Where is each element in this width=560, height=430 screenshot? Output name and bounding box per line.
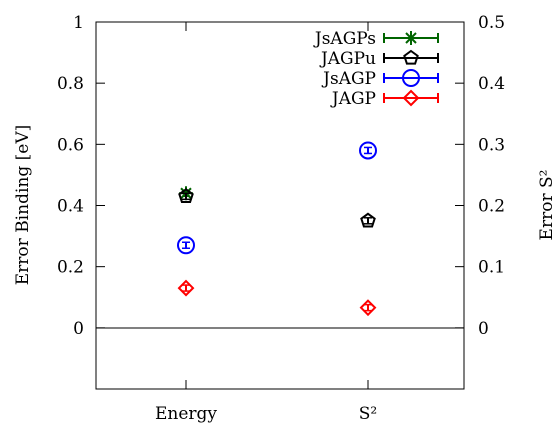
left-axis-title: Error Binding [eV] [13, 125, 33, 285]
x-tick-label: Energy [155, 404, 217, 424]
jagp-point [177, 279, 195, 297]
jagpu-point [178, 188, 194, 203]
jsagp-point [359, 141, 377, 160]
left-tick-label: 1 [73, 13, 84, 33]
legend-label: JsAGPs [313, 29, 376, 49]
legend-label: JAGPu [319, 49, 376, 69]
left-tick-label: 0 [73, 319, 84, 339]
left-tick-label: 0.8 [57, 74, 84, 94]
legend-label: JAGP [330, 89, 376, 109]
right-tick-label: 0.4 [478, 74, 505, 94]
legend-marker [402, 89, 420, 107]
jagp-point [359, 299, 377, 317]
jsagp-point [177, 236, 195, 255]
left-tick-label: 0.4 [57, 197, 84, 217]
x-tick-label: S² [359, 404, 377, 424]
right-tick-label: 0.2 [478, 197, 505, 217]
left-axis-ticks: 0 0.2 0.4 0.6 0.8 1 [57, 13, 105, 339]
legend-marker [402, 69, 420, 87]
right-tick-label: 0.3 [478, 135, 505, 155]
right-axis-ticks: 0 0.1 0.2 0.3 0.4 0.5 [455, 13, 505, 339]
right-tick-label: 0.5 [478, 13, 505, 33]
right-axis-title: Error S² [537, 170, 557, 241]
left-tick-label: 0.2 [57, 258, 84, 278]
right-tick-label: 0 [478, 319, 489, 339]
legend-marker [403, 49, 419, 65]
left-tick-label: 0.6 [57, 135, 84, 155]
right-tick-label: 0.1 [478, 258, 505, 278]
legend-label: JsAGP [321, 69, 376, 89]
data-points [177, 141, 377, 317]
x-axis-ticks: Energy S² [155, 22, 377, 424]
jagpu-point [360, 212, 376, 228]
legend-marker [404, 31, 418, 45]
